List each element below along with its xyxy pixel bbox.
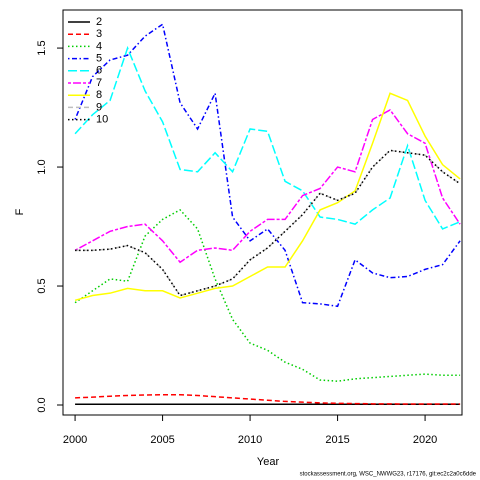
plot-frame	[62, 9, 463, 416]
series-line	[74, 92, 461, 302]
legend-label: 10	[96, 114, 108, 126]
x-tick-label: 2015	[325, 434, 349, 446]
legend-label: 9	[96, 101, 102, 113]
x-tick-label: 2020	[413, 434, 437, 446]
legend-label: 7	[96, 77, 102, 89]
x-tick-label: 2010	[238, 434, 262, 446]
legend-label: 6	[96, 65, 102, 77]
footnote: stockassessment.org, WSC_NWWG23, r17176,…	[300, 472, 477, 478]
x-tick-label: 2005	[150, 434, 174, 446]
y-tick-label: 0.5	[36, 278, 48, 293]
legend-label: 5	[96, 53, 102, 65]
series-line	[75, 394, 461, 405]
legend-label: 3	[96, 28, 102, 40]
y-tick-label: 1.5	[36, 40, 48, 55]
series-line	[75, 149, 461, 297]
legend-label: 8	[96, 89, 102, 101]
y-tick-label: 0.0	[36, 397, 48, 412]
series-line	[74, 208, 461, 382]
y-tick-label: 1.0	[36, 159, 48, 174]
x-tick-label: 2000	[63, 434, 87, 446]
series-line	[74, 45, 461, 230]
series-line	[74, 108, 461, 264]
legend-label: 2	[96, 16, 102, 28]
legend-label: 4	[96, 40, 102, 52]
series-line	[74, 23, 461, 308]
series-line	[75, 149, 461, 297]
y-axis-label: F	[14, 208, 26, 215]
x-axis-label: Year	[257, 456, 280, 468]
